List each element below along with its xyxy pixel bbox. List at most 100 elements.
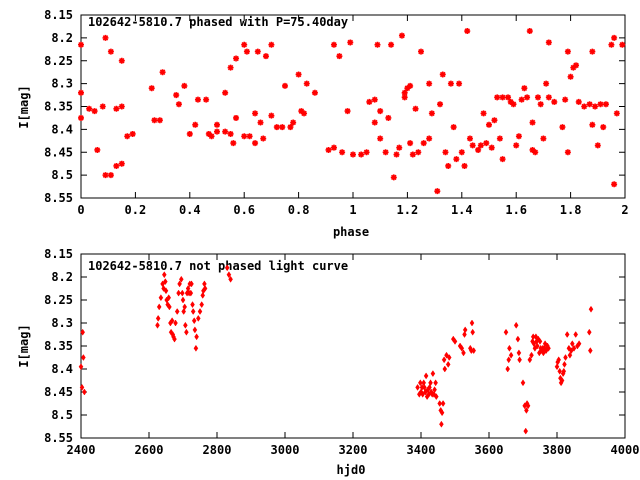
data-point bbox=[520, 379, 526, 387]
data-point bbox=[208, 133, 215, 140]
data-point bbox=[99, 103, 106, 110]
x-tick-label: 1.4 bbox=[451, 203, 473, 217]
data-point bbox=[173, 92, 180, 99]
data-point bbox=[241, 41, 248, 48]
data-point bbox=[336, 53, 343, 60]
data-point bbox=[78, 363, 84, 371]
y-tick-label: 8.5 bbox=[51, 168, 73, 182]
data-point bbox=[94, 146, 101, 153]
data-point bbox=[78, 89, 84, 96]
data-point bbox=[430, 370, 436, 378]
data-point bbox=[611, 181, 618, 188]
data-point bbox=[107, 48, 114, 55]
data-point bbox=[446, 354, 452, 361]
data-point bbox=[508, 351, 514, 359]
data-point bbox=[486, 121, 492, 128]
data-point bbox=[396, 144, 403, 151]
data-point bbox=[227, 130, 234, 137]
data-point bbox=[561, 367, 567, 375]
data-point bbox=[515, 335, 521, 343]
data-point bbox=[459, 344, 465, 352]
data-point bbox=[182, 303, 188, 311]
data-point bbox=[222, 128, 229, 135]
x-tick-label: 3600 bbox=[475, 443, 504, 457]
y-tick-label: 8.15 bbox=[44, 8, 73, 22]
data-point bbox=[243, 48, 250, 55]
data-point bbox=[515, 133, 522, 140]
data-point bbox=[398, 32, 405, 39]
data-point bbox=[186, 130, 193, 137]
data-point bbox=[445, 360, 451, 368]
data-point bbox=[118, 103, 125, 110]
x-tick-label: 0.8 bbox=[288, 203, 310, 217]
data-point bbox=[241, 133, 248, 140]
data-point bbox=[230, 140, 237, 147]
data-point bbox=[382, 149, 389, 156]
data-point bbox=[532, 149, 539, 156]
data-point bbox=[344, 108, 351, 115]
data-point bbox=[377, 108, 384, 115]
y-axis-label: I[mag] bbox=[17, 324, 31, 367]
data-point bbox=[470, 328, 475, 336]
x-tick-label: 3800 bbox=[543, 443, 572, 457]
data-point bbox=[202, 280, 207, 288]
data-point bbox=[523, 427, 529, 435]
data-point bbox=[546, 344, 551, 352]
data-point bbox=[401, 94, 408, 101]
data-point bbox=[441, 356, 447, 364]
data-point bbox=[505, 94, 512, 101]
x-axis-label: hjd0 bbox=[337, 463, 366, 477]
data-point bbox=[200, 291, 206, 299]
data-point bbox=[151, 117, 158, 124]
x-axis-label: phase bbox=[333, 225, 369, 239]
data-point bbox=[404, 85, 411, 92]
x-tick-label: 1.8 bbox=[560, 203, 582, 217]
data-point bbox=[586, 328, 592, 336]
data-point bbox=[180, 296, 186, 304]
data-point bbox=[214, 128, 220, 135]
data-point bbox=[177, 280, 182, 288]
data-point bbox=[303, 80, 310, 87]
x-tick-label: 3000 bbox=[271, 443, 300, 457]
y-tick-label: 8.55 bbox=[44, 191, 73, 205]
data-point bbox=[543, 80, 550, 87]
data-point bbox=[246, 133, 253, 140]
data-point bbox=[205, 130, 212, 137]
data-point bbox=[311, 89, 318, 96]
data-point bbox=[537, 101, 544, 108]
data-point bbox=[172, 335, 177, 343]
y-axis-label: I[mag] bbox=[17, 85, 31, 128]
data-point bbox=[194, 333, 199, 341]
data-point bbox=[273, 124, 280, 131]
data-point bbox=[439, 420, 444, 428]
data-point bbox=[189, 280, 194, 288]
data-point bbox=[469, 142, 476, 149]
data-point bbox=[594, 142, 601, 149]
y-tick-label: 8.45 bbox=[44, 385, 73, 399]
data-point bbox=[78, 114, 84, 121]
data-point bbox=[279, 124, 286, 131]
data-point bbox=[158, 294, 164, 302]
data-point bbox=[524, 406, 529, 414]
data-point bbox=[433, 379, 438, 387]
data-point bbox=[184, 328, 189, 336]
y-tick-label: 8.35 bbox=[44, 100, 73, 114]
x-tick-label: 2 bbox=[621, 203, 628, 217]
data-point bbox=[525, 402, 531, 410]
y-tick-label: 8.35 bbox=[44, 339, 73, 353]
data-point bbox=[290, 119, 297, 126]
data-point bbox=[371, 96, 378, 103]
data-point bbox=[156, 117, 163, 124]
data-point bbox=[613, 110, 620, 117]
data-point bbox=[562, 96, 569, 103]
data-point bbox=[80, 328, 86, 336]
data-point bbox=[483, 140, 490, 147]
data-point bbox=[407, 140, 414, 147]
data-point bbox=[592, 103, 599, 110]
data-point bbox=[452, 337, 458, 345]
data-point bbox=[178, 275, 184, 283]
data-point bbox=[183, 321, 188, 329]
data-point bbox=[581, 103, 588, 110]
data-point bbox=[268, 41, 275, 48]
